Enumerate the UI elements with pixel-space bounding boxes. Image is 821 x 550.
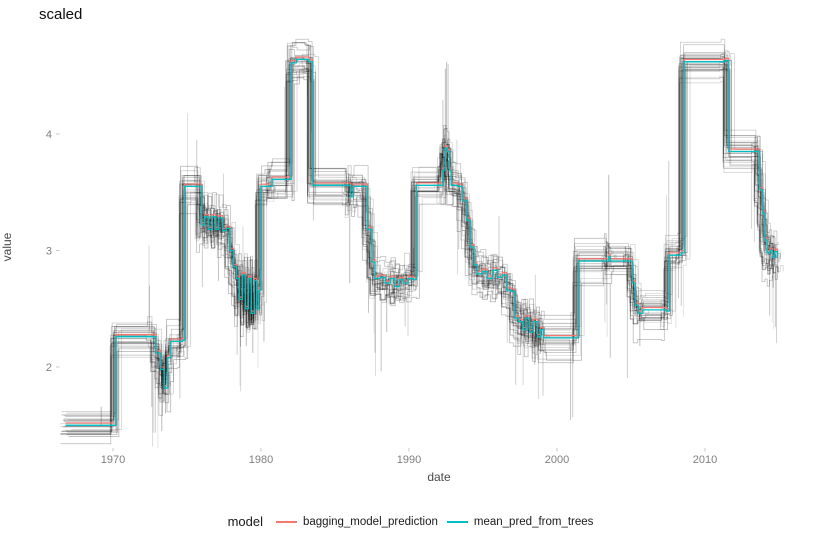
legend-label-mean: mean_pred_from_trees bbox=[473, 515, 594, 528]
y-tick-label: 4 bbox=[46, 129, 52, 141]
mean-line-key-icon bbox=[446, 520, 468, 523]
tree-line bbox=[71, 53, 784, 430]
tree-line bbox=[63, 57, 776, 420]
y-tick-label: 3 bbox=[46, 246, 52, 258]
tree-line bbox=[60, 62, 773, 433]
tree-line bbox=[67, 69, 780, 448]
tree-line bbox=[60, 57, 773, 425]
x-tick-label: 1990 bbox=[397, 454, 421, 466]
plot-title: scaled bbox=[39, 6, 83, 23]
x-tick-label: 2010 bbox=[693, 454, 717, 466]
tree-line bbox=[64, 58, 777, 423]
bagging-line-key-icon bbox=[275, 520, 297, 523]
x-tick-label: 1980 bbox=[249, 454, 273, 466]
tree-line bbox=[61, 55, 774, 432]
y-tick-label: 2 bbox=[46, 362, 52, 374]
tree-line bbox=[68, 59, 781, 421]
axis-ticks: 1970 1980 1990 2000 2010 2 3 4 bbox=[46, 129, 717, 466]
y-axis-title: value bbox=[0, 232, 14, 262]
tree-line bbox=[61, 38, 774, 412]
tree-line bbox=[62, 61, 776, 433]
tree-line bbox=[66, 59, 779, 435]
tree-line bbox=[60, 68, 774, 435]
tree-line bbox=[61, 54, 774, 432]
tree-line bbox=[66, 46, 779, 414]
tree-line bbox=[60, 66, 773, 445]
tree-line bbox=[63, 42, 776, 421]
bagging_model_prediction-line bbox=[65, 56, 779, 424]
legend: model bagging_model_prediction mean_pred… bbox=[0, 514, 821, 529]
tree-line bbox=[64, 54, 777, 427]
mean_pred_from_trees-line bbox=[65, 58, 779, 426]
legend-entry-bagging: bagging_model_prediction bbox=[275, 515, 438, 528]
tree-line bbox=[59, 56, 772, 436]
x-tick-label: 1970 bbox=[101, 454, 125, 466]
x-tick-label: 2000 bbox=[545, 454, 569, 466]
legend-entry-mean: mean_pred_from_trees bbox=[446, 515, 594, 528]
legend-title: model bbox=[227, 514, 263, 529]
tree-line bbox=[68, 59, 781, 437]
x-axis-title: date bbox=[427, 470, 451, 484]
tree-line bbox=[60, 65, 773, 434]
legend-label-bagging: bagging_model_prediction bbox=[302, 515, 438, 528]
